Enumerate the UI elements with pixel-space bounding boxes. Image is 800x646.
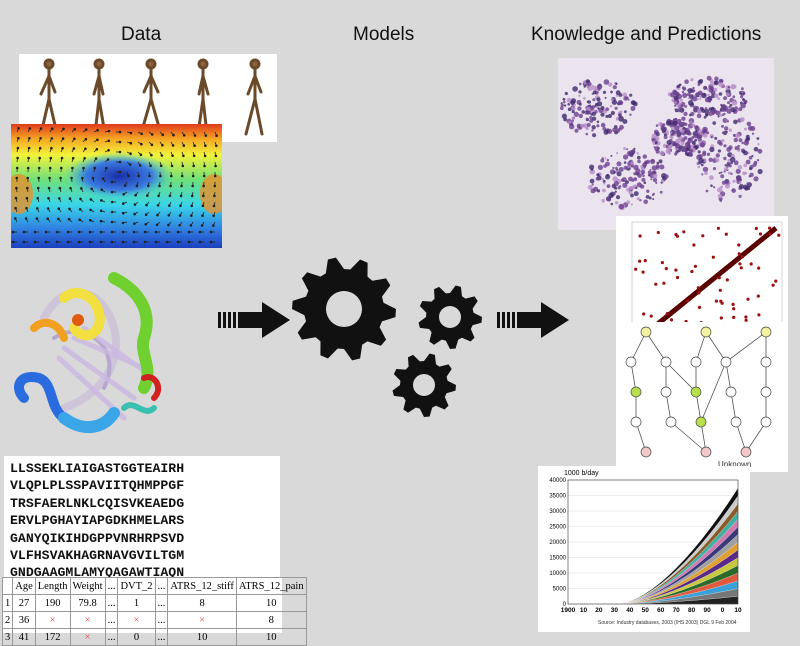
network-graph-image: Unknown: [616, 322, 788, 472]
svg-text:25000: 25000: [549, 525, 566, 531]
svg-text:10000: 10000: [549, 571, 566, 577]
table-header: ...: [155, 578, 168, 595]
table-header: DVT_2: [118, 578, 155, 595]
sequence-line: VLFHSVAKHAGRNAVGVILTGM: [10, 547, 280, 564]
svg-text:15000: 15000: [549, 556, 566, 562]
svg-text:10: 10: [580, 607, 588, 614]
table-cell-missing: ×: [35, 612, 70, 629]
table-cell: 2: [3, 612, 13, 629]
svg-text:20: 20: [595, 607, 603, 614]
svg-text:40000: 40000: [549, 478, 566, 484]
heading-knowledge: Knowledge and Predictions: [531, 24, 761, 46]
table-cell: ...: [105, 612, 118, 629]
sequence-line: VLQPLPLSSPAVIITQHMPPGF: [10, 477, 280, 494]
heading-data: Data: [121, 24, 161, 46]
table-header: ...: [105, 578, 118, 595]
svg-text:50: 50: [642, 607, 650, 614]
table-cell: ...: [105, 595, 118, 612]
vector-field-heatmap: [11, 124, 222, 248]
table-cell: ...: [155, 595, 168, 612]
svg-text:70: 70: [673, 607, 681, 614]
arrow-right-icon: [218, 300, 290, 340]
arrow-right-icon: [497, 300, 569, 340]
protein-structure-image: [4, 258, 180, 456]
sequence-line: LLSSEKLIAIGASTGGTEAIRH: [10, 460, 280, 477]
table-cell-missing: ×: [70, 612, 105, 629]
chart-source: Source: Industry databases, 2003 (IHS 20…: [598, 620, 737, 626]
table-cell-missing: ×: [168, 612, 236, 629]
table-header-row: Age Length Weight ... DVT_2 ... ATRS_12_…: [3, 578, 307, 595]
gear-large-icon: [292, 258, 396, 361]
table-cell: 8: [236, 612, 306, 629]
svg-text:60: 60: [657, 607, 665, 614]
table-header: Length: [35, 578, 70, 595]
table-header: Weight: [70, 578, 105, 595]
svg-text:35000: 35000: [549, 494, 566, 500]
sequence-line: ERVLPGHAYIAPGDKHMELARS: [10, 512, 280, 529]
table-header: [3, 578, 13, 595]
sequence-line: GANYQIKIHDGPPVNRHRPSVD: [10, 530, 280, 547]
svg-text:30: 30: [611, 607, 619, 614]
histology-image: [558, 58, 774, 230]
table-header: ATRS_12_stiff: [168, 578, 236, 595]
table-row: 1 27 190 79.8 ... 1 ... 8 10: [3, 595, 307, 612]
svg-text:5000: 5000: [553, 587, 567, 593]
protein-sequence: LLSSEKLIAIGASTGGTEAIRH VLQPLPLSSPAVIITQH…: [4, 456, 280, 578]
svg-text:80: 80: [688, 607, 696, 614]
table-cell: 27: [13, 595, 36, 612]
table-cell: 79.8: [70, 595, 105, 612]
svg-text:30000: 30000: [549, 509, 566, 515]
table-cell: 36: [13, 612, 36, 629]
table-cell-missing: ×: [118, 612, 155, 629]
chart-unit-label: 1000 b/day: [564, 470, 599, 477]
gears-icon: [292, 255, 492, 425]
svg-text:90: 90: [703, 607, 711, 614]
stacked-area-chart: 40000 35000 30000 25000 20000 15000 10000 5000 0…: [538, 466, 750, 632]
table-header: ATRS_12_pain: [236, 578, 306, 595]
svg-text:1900: 1900: [561, 607, 576, 614]
gear-small-icon: [419, 286, 483, 350]
table-cell: 10: [236, 595, 306, 612]
svg-text:0: 0: [721, 607, 725, 614]
table-row: 2 36 × × ... × ... × 8: [3, 612, 307, 629]
sequence-line: TRSFAERLNKLCQISVKEAEDG: [10, 495, 280, 512]
table-cell: ...: [155, 612, 168, 629]
table-cell: 1: [3, 595, 13, 612]
heading-models: Models: [353, 24, 414, 46]
svg-text:20000: 20000: [549, 540, 566, 546]
table-cell: 190: [35, 595, 70, 612]
table-header: Age: [13, 578, 36, 595]
gear-small-icon: [393, 354, 457, 418]
table-cell: 8: [168, 595, 236, 612]
patient-data-table: Age Length Weight ... DVT_2 ... ATRS_12_…: [2, 577, 282, 633]
svg-text:10: 10: [734, 607, 742, 614]
svg-text:40: 40: [626, 607, 634, 614]
table-cell: 1: [118, 595, 155, 612]
